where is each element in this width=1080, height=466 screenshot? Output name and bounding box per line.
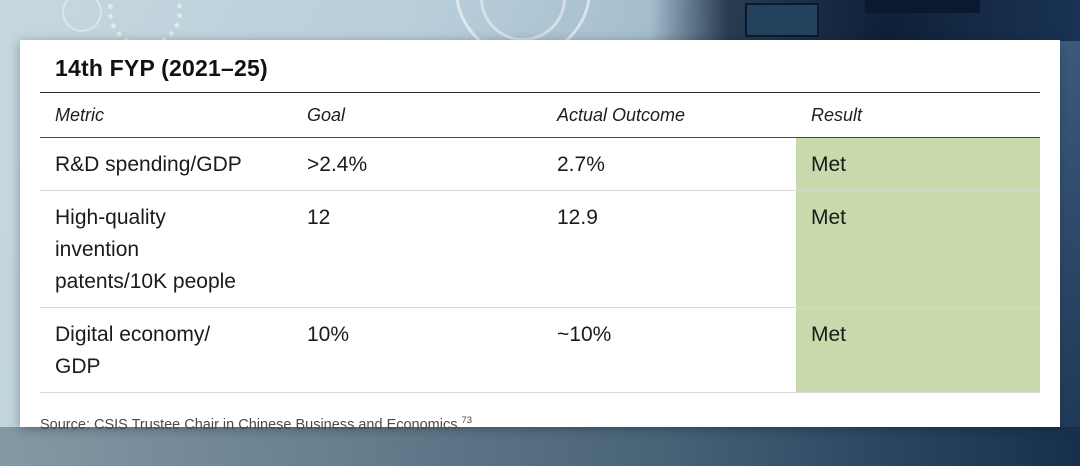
column-header-goal: Goal <box>307 105 346 125</box>
cell-goal: >2.4% <box>307 153 368 176</box>
cell-metric: Digital economy/ GDP <box>55 323 211 378</box>
cell-result: Met <box>796 191 1040 307</box>
cell-metric: R&D spending/GDP <box>55 153 242 176</box>
table-header-row: Metric Goal Actual Outcome Result <box>40 93 1040 138</box>
table-row: R&D spending/GDP >2.4% 2.7% Met <box>40 138 1040 191</box>
table-row: Digital economy/ GDP 10% ~10% Met <box>40 308 1040 393</box>
background-bottom-strip <box>0 427 1080 466</box>
column-header-result: Result <box>811 105 863 125</box>
cell-actual-outcome: 2.7% <box>557 153 605 176</box>
background-monitors <box>650 0 1080 41</box>
column-header-actual-outcome: Actual Outcome <box>557 105 686 125</box>
cell-goal: 10% <box>307 323 350 346</box>
table-title: 14th FYP (2021–25) <box>55 55 268 81</box>
column-header-metric: Metric <box>55 105 104 125</box>
title-block: 14th FYP (2021–25) <box>40 40 1040 93</box>
source-text: Source: CSIS Trustee Chair in Chinese Bu… <box>40 416 462 433</box>
background-circle-icon <box>480 0 566 41</box>
cell-actual-outcome: ~10% <box>557 323 612 346</box>
background-circle-icon <box>62 0 102 32</box>
table-row: High-quality invention patents/10K peopl… <box>40 191 1040 308</box>
cell-result: Met <box>796 308 1040 392</box>
source-footnote-number: 73 <box>461 415 473 426</box>
cell-metric: High-quality invention patents/10K peopl… <box>55 206 236 293</box>
cell-goal: 12 <box>307 206 331 229</box>
monitor-screen-icon <box>745 3 819 37</box>
monitor-screen-icon <box>865 0 980 13</box>
source-attribution: Source: CSIS Trustee Chair in Chinese Bu… <box>40 415 1040 433</box>
table-card: 14th FYP (2021–25) Metric Goal Actual Ou… <box>20 40 1060 433</box>
cell-actual-outcome: 12.9 <box>557 206 598 229</box>
cell-result: Met <box>796 138 1040 190</box>
